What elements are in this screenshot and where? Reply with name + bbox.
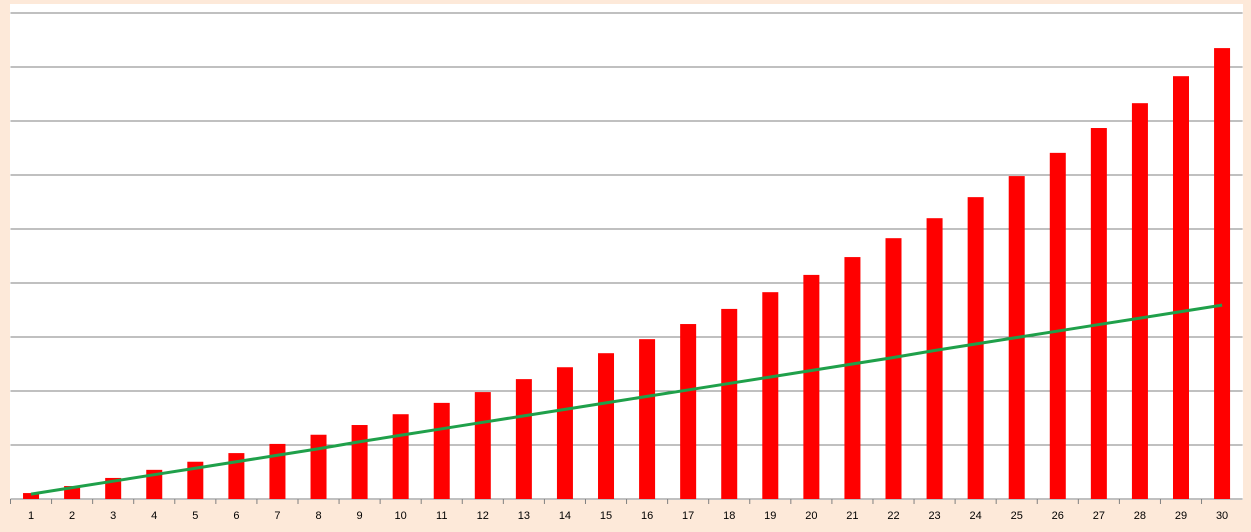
x-tick-label: 29	[1175, 510, 1187, 522]
bar	[1131, 103, 1148, 500]
x-tick-label: 16	[641, 510, 653, 522]
bar	[187, 461, 204, 499]
bar	[680, 324, 697, 499]
x-tick-label: 10	[395, 510, 407, 522]
bar	[269, 443, 286, 499]
x-tick-label: 6	[233, 510, 239, 522]
bar	[926, 218, 943, 499]
x-tick-label: 3	[110, 510, 116, 522]
bar	[556, 367, 573, 499]
x-tick-label: 21	[846, 510, 858, 522]
x-tick-label: 22	[887, 510, 899, 522]
x-tick-label: 2	[69, 510, 75, 522]
x-tick-label: 1	[28, 510, 34, 522]
x-tick-label: 4	[151, 510, 157, 522]
x-tick-label: 30	[1216, 510, 1228, 522]
bar	[1049, 152, 1066, 500]
x-tick-label: 25	[1011, 510, 1023, 522]
bar	[310, 434, 327, 499]
bar	[762, 292, 779, 499]
x-tick-label: 17	[682, 510, 694, 522]
x-tick-label: 27	[1093, 510, 1105, 522]
bar	[515, 379, 532, 499]
bar	[598, 353, 615, 499]
bar	[639, 339, 656, 499]
bar	[474, 392, 491, 499]
bar	[392, 414, 409, 499]
bar	[1214, 48, 1231, 499]
bar	[844, 257, 861, 499]
x-tick-label: 15	[600, 510, 612, 522]
bar	[433, 402, 450, 499]
bar	[1172, 76, 1189, 500]
x-tick-label: 7	[274, 510, 280, 522]
x-tick-label: 28	[1134, 510, 1146, 522]
bar	[1090, 128, 1107, 499]
bar	[967, 197, 984, 499]
x-tick-label: 26	[1052, 510, 1064, 522]
bar	[721, 308, 738, 499]
bar	[23, 493, 40, 499]
x-tick-label: 9	[357, 510, 363, 522]
bar	[351, 425, 368, 499]
x-tick-label: 20	[805, 510, 817, 522]
x-tick-label: 11	[436, 510, 447, 522]
bar	[146, 469, 163, 499]
x-tick-label: 12	[477, 510, 489, 522]
x-tick-label: 13	[518, 510, 530, 522]
x-tick-label: 19	[764, 510, 776, 522]
x-tick-label: 8	[315, 510, 321, 522]
trend-line	[30, 303, 1223, 496]
bar	[885, 238, 902, 499]
bar	[803, 274, 820, 499]
plot-area	[10, 4, 1243, 500]
bar	[228, 453, 245, 499]
x-tick-label: 5	[192, 510, 198, 522]
x-tick-label: 23	[928, 510, 940, 522]
x-tick-label: 14	[559, 510, 571, 522]
x-tick-label: 24	[970, 510, 982, 522]
x-tick-label: 18	[723, 510, 735, 522]
